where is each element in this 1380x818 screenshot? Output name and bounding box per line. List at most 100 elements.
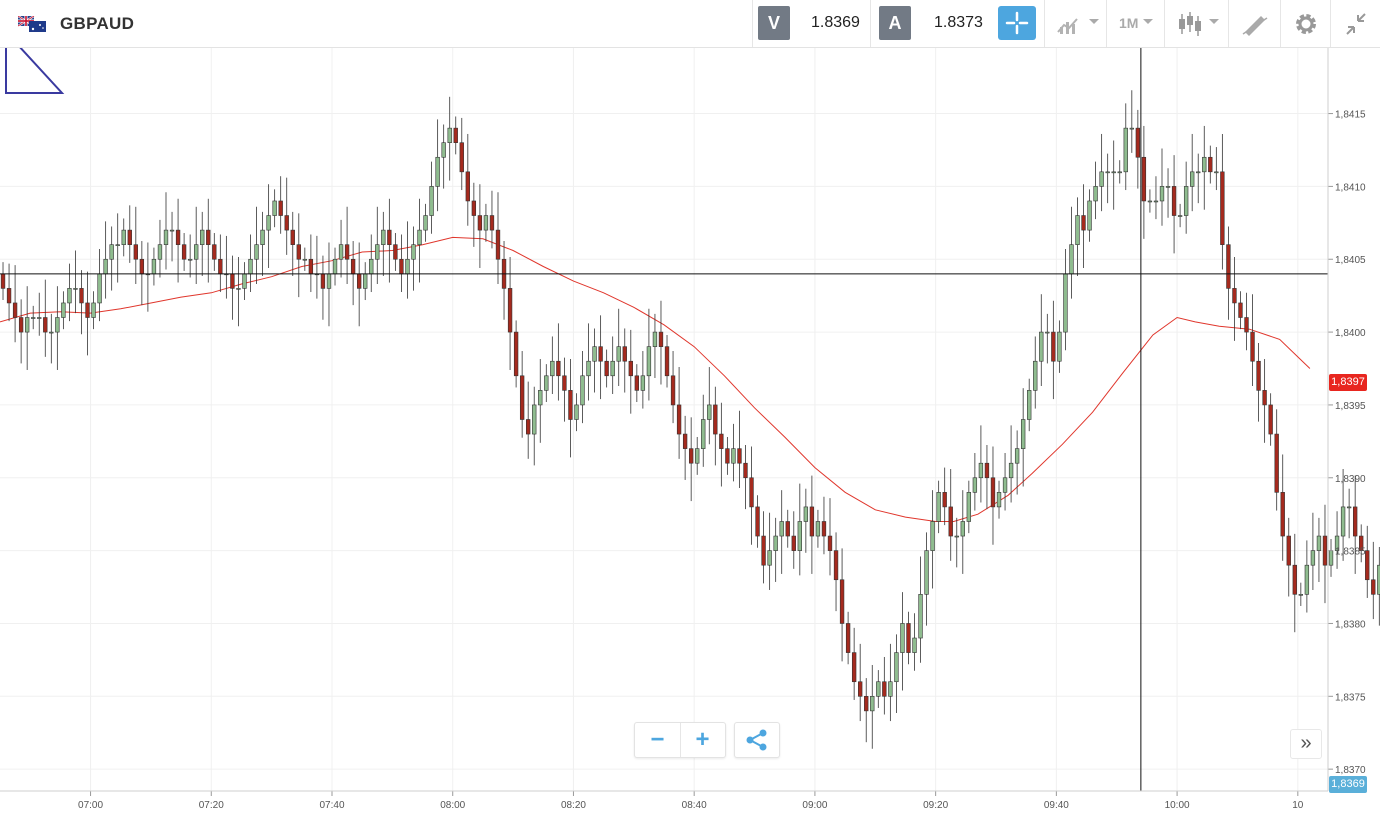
price-chart[interactable]: 1,8370 1,8375 1,8380 1,8385 1,8390 1,8395 1,84…: [0, 48, 1380, 818]
candle: [1027, 378, 1032, 432]
candle-body: [900, 623, 905, 653]
candle-body: [1171, 186, 1177, 216]
candle-body: [187, 258, 193, 261]
candle-body: [1190, 171, 1195, 187]
candle: [157, 219, 163, 278]
chevron-down-icon: [1089, 19, 1099, 24]
candle: [544, 364, 549, 403]
candle: [1208, 145, 1213, 184]
timeframe-label: 1M: [1119, 15, 1139, 31]
candle: [187, 234, 193, 278]
candle: [1365, 525, 1370, 598]
scroll-to-latest-button[interactable]: »: [1290, 729, 1322, 759]
share-icon: [746, 729, 767, 751]
candle: [882, 656, 887, 715]
candle: [652, 313, 658, 378]
candle: [1310, 512, 1316, 590]
candle-body: [876, 681, 881, 697]
candle: [1316, 517, 1322, 582]
candle: [133, 206, 138, 285]
buy-price-panel[interactable]: A 1.8373: [870, 0, 992, 47]
indicators-button[interactable]: [1044, 0, 1106, 47]
candle: [181, 233, 187, 271]
candle-body: [73, 288, 78, 290]
sell-price-panel[interactable]: V 1.8369: [752, 0, 870, 47]
zoom-in-button[interactable]: +: [695, 726, 710, 753]
candle-body: [1256, 360, 1261, 391]
candle-body: [1069, 244, 1074, 275]
candle: [664, 335, 670, 388]
candle: [996, 480, 1002, 519]
candle-body: [568, 390, 573, 420]
drawing-tools-button[interactable]: [1228, 0, 1280, 47]
y-tick-label: 1,8395: [1335, 401, 1366, 412]
candle-body: [1340, 506, 1346, 537]
candle: [755, 495, 760, 548]
candle-body: [755, 506, 760, 537]
candle: [604, 349, 609, 388]
candle: [1304, 540, 1310, 613]
candle-body: [1159, 186, 1165, 202]
candle-body: [743, 462, 748, 479]
settings-button[interactable]: [1280, 0, 1330, 47]
candle: [646, 308, 652, 401]
candle: [1129, 90, 1134, 153]
candle: [441, 124, 446, 189]
candle-body: [532, 404, 537, 435]
y-tick-label: 1,8380: [1335, 619, 1366, 630]
x-tick-label: 08:00: [440, 800, 465, 811]
candle: [1093, 161, 1098, 220]
candle: [851, 627, 857, 700]
timeframe-dropdown[interactable]: 1M: [1106, 0, 1164, 47]
candle-body: [580, 375, 585, 406]
candle-body: [447, 127, 452, 143]
candle: [85, 271, 90, 356]
candle: [809, 475, 815, 574]
x-tick-label: 10: [1292, 800, 1304, 811]
candle-body: [827, 535, 833, 551]
share-button[interactable]: [734, 722, 780, 758]
candle-body: [200, 229, 205, 245]
collapse-button[interactable]: [1330, 0, 1380, 47]
candle: [900, 592, 905, 691]
candle-body: [181, 244, 187, 260]
x-tick-label: 09:40: [1044, 800, 1069, 811]
candle-body: [604, 360, 609, 377]
candle-body: [773, 535, 778, 551]
candle: [73, 250, 78, 314]
candle-body: [91, 302, 96, 318]
candle: [6, 263, 12, 322]
candle: [127, 205, 132, 263]
candle: [1334, 511, 1340, 569]
candle: [411, 226, 416, 291]
x-tick-label: 10:00: [1165, 800, 1190, 811]
candle-body: [163, 229, 169, 245]
candle-body: [465, 171, 470, 202]
candle-body: [791, 535, 796, 551]
candle-body: [960, 521, 965, 537]
candle-body: [109, 244, 114, 260]
candle-body: [592, 346, 597, 362]
y-tick-label: 1,8385: [1335, 547, 1366, 558]
candle: [43, 279, 48, 357]
chart-type-dropdown[interactable]: [1164, 0, 1228, 47]
candle-body: [845, 623, 851, 653]
buy-badge: A: [879, 6, 911, 40]
candle: [1292, 533, 1297, 633]
candle-body: [978, 462, 984, 479]
candle: [1033, 336, 1038, 409]
zoom-out-button[interactable]: −: [635, 723, 681, 757]
candle: [465, 133, 470, 226]
candle: [580, 351, 585, 424]
candle-body: [290, 229, 295, 245]
candle-body: [701, 419, 706, 449]
candle: [858, 643, 863, 722]
crosshair-button[interactable]: [998, 6, 1036, 40]
candle: [194, 206, 199, 285]
candle: [1039, 294, 1044, 386]
candle: [1087, 189, 1092, 242]
triangle-drawing[interactable]: [5, 48, 65, 94]
candle: [206, 198, 211, 283]
candle-body: [628, 360, 633, 377]
candle: [1111, 140, 1116, 210]
